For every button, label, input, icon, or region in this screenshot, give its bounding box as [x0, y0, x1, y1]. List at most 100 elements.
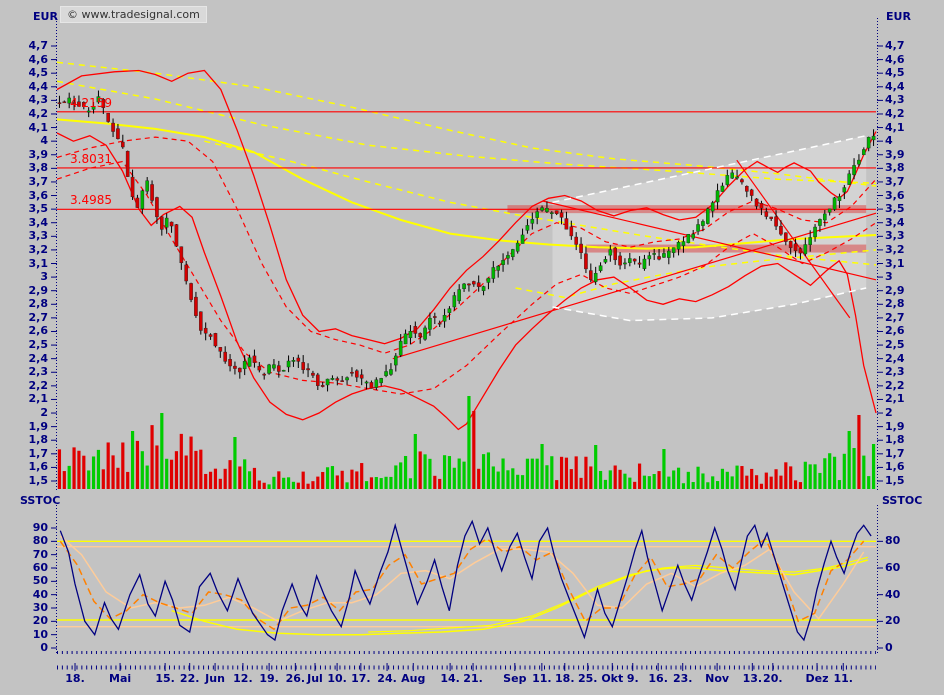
volume-bar	[477, 468, 481, 489]
volume-bar	[126, 471, 130, 489]
volume-bar	[384, 476, 388, 489]
volume-bar	[472, 411, 476, 489]
candle	[520, 228, 525, 244]
candle	[242, 355, 247, 376]
stochastic-label-left: 30	[32, 601, 48, 614]
y-axis-label-left: 3,8	[28, 161, 49, 175]
candle	[871, 129, 876, 146]
x-axis-label: 22.	[179, 672, 200, 685]
y-axis-label-right: 4,7	[885, 39, 905, 52]
volume-bar	[715, 481, 720, 489]
volume-bar	[637, 463, 642, 489]
candle	[121, 134, 125, 149]
x-axis-label: 25.	[577, 672, 598, 685]
volume-bar	[335, 475, 339, 489]
volume-bar	[394, 465, 398, 489]
candle	[281, 369, 286, 372]
candle	[67, 92, 71, 109]
candle	[116, 123, 120, 140]
volume-bar	[442, 455, 447, 489]
candle	[667, 247, 671, 265]
volume-bar	[672, 470, 676, 489]
stochastic-label-left: 20	[32, 614, 48, 628]
y-axis-label-right: 2,3	[885, 365, 905, 379]
x-axis-label: 14.	[440, 672, 460, 685]
volume-bar	[194, 450, 198, 489]
stochastic-panel-title-left: SSTOC	[20, 494, 61, 507]
y-axis-label-left: 4,2	[28, 106, 49, 120]
volume-bar	[647, 476, 651, 489]
stochastic-label-left: 40	[32, 587, 48, 601]
candle	[486, 277, 491, 290]
candle	[628, 252, 632, 267]
y-axis-label-right: 1,9	[885, 419, 905, 433]
candle	[374, 377, 379, 391]
volume-bar	[784, 462, 788, 489]
candle	[408, 325, 413, 345]
volume-bar	[793, 480, 798, 489]
candle	[681, 236, 686, 253]
volume-bar	[77, 450, 81, 489]
candle	[774, 210, 778, 231]
volume-bar	[769, 476, 773, 489]
volume-bar	[740, 466, 744, 489]
y-axis-label-left: 3,7	[28, 174, 49, 188]
candle	[642, 254, 647, 271]
trend-lines	[392, 159, 877, 360]
volume-bar	[403, 455, 408, 489]
y-axis-label-left: 2,2	[28, 378, 49, 392]
candle	[472, 280, 476, 287]
candle	[511, 248, 515, 261]
candle	[476, 275, 481, 292]
volume-bar	[720, 468, 725, 489]
candle	[150, 180, 154, 203]
y-axis-label-right: 1,6	[885, 460, 905, 474]
y-axis-label-left: 1,9	[28, 419, 49, 433]
y-axis-label-right: 2,6	[885, 324, 905, 338]
volume-bar	[257, 480, 261, 489]
candle	[613, 246, 617, 265]
candle	[564, 211, 569, 230]
volume-bar	[355, 471, 359, 489]
candle	[847, 170, 851, 185]
y-axis-label-left: 2,7	[28, 310, 49, 324]
y-axis-label-right: 1,8	[885, 433, 905, 447]
candle	[403, 329, 408, 345]
candle	[189, 282, 193, 303]
candle	[345, 376, 349, 385]
x-axis-label: Jun	[205, 672, 225, 685]
y-axis-label-right: 4,2	[885, 106, 905, 120]
volume-series	[57, 396, 876, 489]
volume-bar	[267, 484, 271, 489]
y-axis-label-left: 2,4	[28, 351, 49, 365]
volume-bar	[160, 413, 164, 489]
volume-bar	[652, 474, 656, 489]
volume-bar	[169, 459, 174, 489]
x-axis-label: 12.	[233, 672, 253, 685]
candlestick-series	[57, 90, 876, 392]
candle	[730, 169, 734, 179]
y-axis-label-right: 2,7	[885, 310, 905, 324]
y-axis-label-left: 3,2	[28, 242, 49, 256]
volume-bar	[628, 477, 632, 489]
volume-bar	[754, 475, 759, 489]
volume-bar	[584, 456, 588, 489]
y-axis-label-left: 2,6	[28, 324, 49, 338]
volume-bar	[121, 442, 125, 489]
candle	[330, 375, 335, 381]
x-axis-label: 15.	[155, 672, 175, 685]
volume-bar	[165, 458, 169, 489]
volume-bar	[867, 476, 871, 489]
volume-bar	[657, 471, 661, 489]
candle	[457, 284, 461, 304]
x-axis-label: 18.	[65, 672, 85, 685]
volume-bar	[82, 455, 86, 489]
volume-bar	[428, 458, 432, 489]
candle	[369, 380, 374, 389]
y-axis-label-right: 2	[885, 406, 893, 420]
volume-bar	[457, 458, 461, 489]
candle	[379, 377, 383, 386]
volume-bar	[837, 480, 842, 489]
x-axis-label: 11.	[833, 672, 853, 685]
